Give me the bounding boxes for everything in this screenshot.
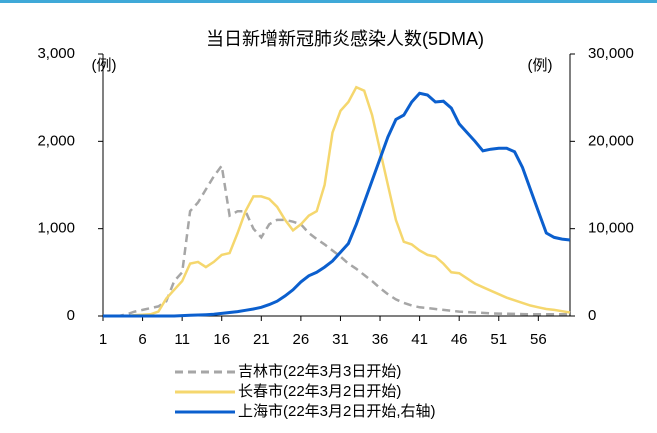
x-tick-label: 6: [138, 331, 146, 348]
x-tick-label: 26: [293, 331, 310, 348]
x-tick-label: 41: [411, 331, 428, 348]
y2-tick-label: 0: [588, 307, 596, 324]
x-tick-label: 21: [253, 331, 270, 348]
y-tick-label: 3,000: [37, 45, 75, 62]
y2-unit: (例): [528, 57, 553, 74]
x-tick-label: 46: [451, 331, 468, 348]
y-tick-label: 2,000: [37, 132, 75, 149]
x-tick-label: 36: [372, 331, 389, 348]
series-line: [103, 162, 570, 318]
series-line: [103, 91, 571, 318]
y2-tick-label: 10,000: [588, 220, 634, 237]
x-tick-label: 11: [174, 331, 190, 348]
y-tick-label: 1,000: [37, 220, 75, 237]
y2-tick-label: 20,000: [588, 132, 634, 149]
series-line: [103, 85, 571, 318]
chart-title: 当日新增新冠肺炎感染人数(5DMA): [206, 29, 484, 49]
legend-label: 长春市(22年3月2日开始): [238, 383, 401, 400]
legend-label: 吉林市(22年3月3日开始): [238, 363, 401, 380]
y2-tick-label: 30,000: [588, 45, 634, 62]
y-unit: (例): [92, 57, 117, 74]
x-tick-label: 56: [530, 331, 547, 348]
x-tick-label: 31: [332, 331, 349, 348]
y-tick-label: 0: [67, 307, 75, 324]
legend-label: 上海市(22年3月2日开始,右轴): [238, 403, 436, 420]
x-tick-label: 16: [213, 331, 230, 348]
x-tick-label: 51: [490, 331, 507, 348]
x-tick-label: 1: [99, 331, 107, 348]
